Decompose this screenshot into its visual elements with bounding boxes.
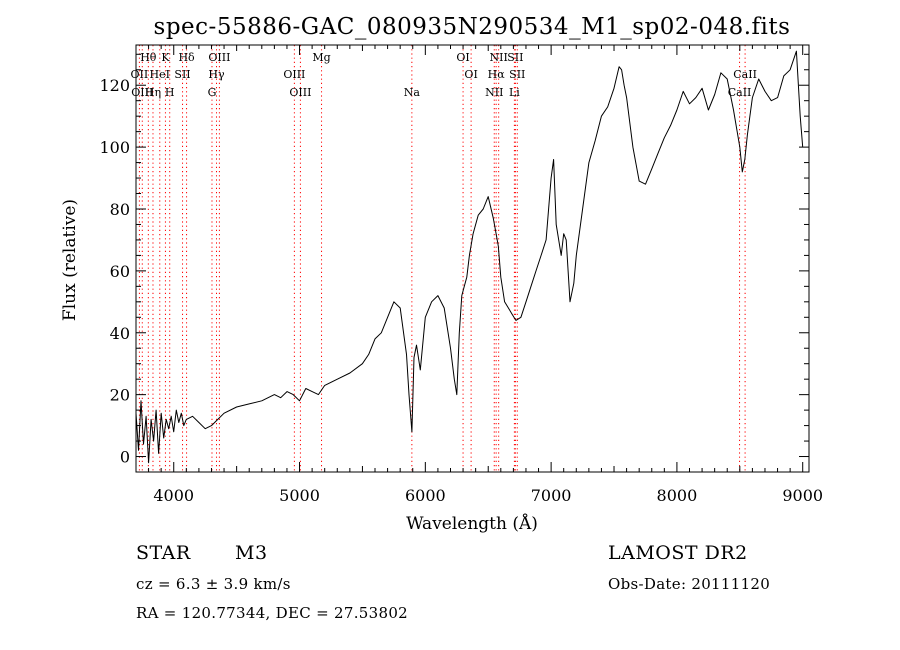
line-label-23: NII bbox=[485, 86, 503, 99]
line-label-8: OII bbox=[131, 68, 149, 81]
line-label-2: Hδ bbox=[178, 51, 195, 64]
object-subclass: M3 bbox=[235, 542, 268, 564]
plot-frame bbox=[135, 44, 810, 473]
line-label-7: SII bbox=[507, 51, 523, 64]
x-tick-label: 4000 bbox=[153, 486, 194, 505]
line-label-5: OI bbox=[456, 51, 469, 64]
line-label-3: OIII bbox=[208, 51, 230, 64]
line-label-15: SII bbox=[509, 68, 525, 81]
y-tick-label: 60 bbox=[110, 262, 130, 281]
line-label-13: OI bbox=[464, 68, 477, 81]
emission-line-markers bbox=[138, 45, 746, 472]
redshift-velocity: cz = 6.3 ± 3.9 km/s bbox=[136, 575, 291, 593]
x-axis-label: Wavelength (Å) bbox=[406, 513, 538, 534]
x-axis-ticks: 4000 5000 6000 7000 8000 9000 bbox=[148, 45, 823, 505]
line-label-19: H bbox=[165, 86, 175, 99]
line-label-6: NII bbox=[490, 51, 508, 64]
line-label-12: OIII bbox=[283, 68, 305, 81]
y-tick-label: 80 bbox=[110, 200, 130, 219]
y-axis-label: Flux (relative) bbox=[60, 199, 80, 321]
x-tick-label: 8000 bbox=[657, 486, 698, 505]
line-label-20: G bbox=[208, 86, 217, 99]
line-label-4: Mg bbox=[312, 51, 330, 64]
line-label-1: K bbox=[161, 51, 170, 64]
y-tick-label: 20 bbox=[110, 386, 130, 405]
line-label-25: CaII bbox=[728, 86, 752, 99]
x-tick-label: 7000 bbox=[531, 486, 572, 505]
line-label-16: CaII bbox=[733, 68, 757, 81]
y-tick-label: 100 bbox=[99, 138, 130, 157]
line-label-24: Li bbox=[509, 86, 520, 99]
object-class: STAR bbox=[136, 542, 191, 564]
y-tick-label: 40 bbox=[110, 324, 130, 343]
line-label-18: Hη bbox=[145, 86, 161, 99]
coordinates: RA = 120.77344, DEC = 27.53802 bbox=[136, 604, 409, 622]
line-label-9: HeI bbox=[150, 68, 170, 81]
line-label-14: Hα bbox=[488, 68, 506, 81]
x-tick-label: 5000 bbox=[279, 486, 320, 505]
chart-title: spec-55886-GAC_080935N290534_M1_sp02-048… bbox=[154, 14, 791, 40]
spectrum-trace bbox=[135, 50, 804, 464]
x-tick-label: 9000 bbox=[782, 486, 823, 505]
y-axis-ticks: 0 20 40 60 80 100 120 bbox=[99, 53, 809, 467]
y-tick-label: 0 bbox=[120, 448, 130, 467]
line-label-0: Hθ bbox=[140, 51, 157, 64]
line-label-11: Hγ bbox=[208, 68, 225, 81]
observation-date: Obs-Date: 20111120 bbox=[608, 575, 771, 593]
x-tick-label: 6000 bbox=[405, 486, 446, 505]
y-tick-label: 120 bbox=[99, 76, 130, 95]
line-label-10: SII bbox=[174, 68, 190, 81]
line-label-22: Na bbox=[404, 86, 421, 99]
line-label-21: OIII bbox=[289, 86, 311, 99]
spectrum-line bbox=[135, 50, 804, 464]
line-label-17: OIII bbox=[131, 86, 153, 99]
survey-name: LAMOST DR2 bbox=[608, 542, 748, 564]
